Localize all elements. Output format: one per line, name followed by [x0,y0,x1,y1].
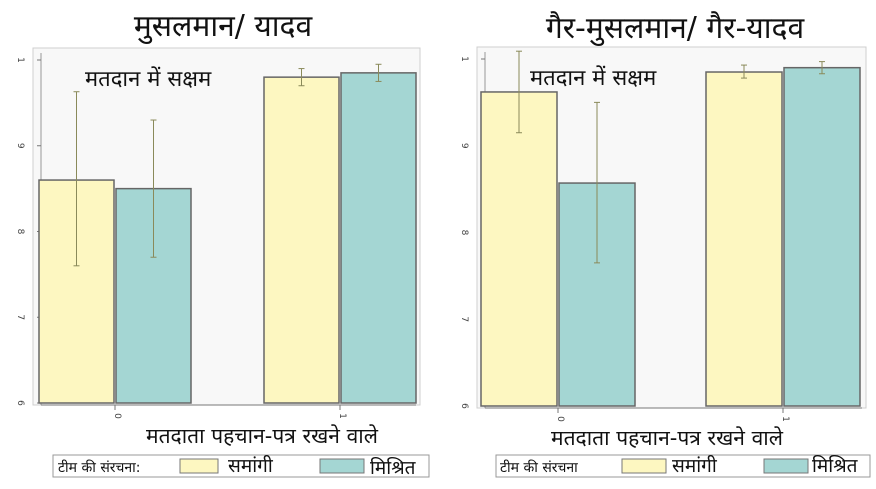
x-tick-label: 0 [112,413,122,419]
y-tick-label: 7 [15,314,25,320]
y-tick-label: 6 [15,400,25,406]
bar-mixed [340,72,417,404]
chart-annotation: मतदान में सक्षम [85,66,212,92]
y-tick-label: 9 [15,143,25,149]
legend-swatch-homogeneous [621,458,667,474]
bar-mixed [783,66,861,407]
chart-title: गैर-मुसलमान/ गैर-यादव [546,11,806,47]
y-tick-label: 1 [15,57,25,63]
y-tick-label: 8 [459,230,469,236]
legend-swatch-mixed [319,458,365,474]
y-tick-label: 9 [459,143,469,149]
legend-right: टीम की संरचना समांगी मिश्रित [495,454,871,478]
x-axis-label: मतदाता पहचान-पत्र रखने वाले [551,426,784,450]
y-tick-label: 1 [459,56,469,62]
chart-annotation: मतदान में सक्षम [530,65,657,91]
legend-swatch-homogeneous [179,458,219,474]
y-tick-label: 7 [459,316,469,322]
chart-title: मुसलमान/ यादव [134,9,314,45]
bar-homogeneous [480,91,558,407]
x-tick-label: 1 [780,416,790,422]
bar-homogeneous [705,71,783,407]
y-tick-label: 6 [459,403,469,409]
y-tick-label: 8 [15,229,25,235]
legend-title: टीम की संरचना [500,459,578,476]
legend-left: टीम की संरचना: समांगी मिश्रित [52,454,430,479]
x-tick-label: 1 [337,413,347,419]
x-tick-label: 0 [555,416,565,422]
legend-label-homogeneous: समांगी [228,454,274,477]
legend-title: टीम की संरचना: [58,459,141,476]
legend-label-homogeneous: समांगी [672,454,718,477]
legend-swatch-mixed [763,458,809,474]
legend-label-mixed: मिश्रित [370,456,417,479]
legend-label-mixed: मिश्रित [812,454,859,477]
x-axis-label: मतदाता पहचान-पत्र रखने वाले [146,424,379,448]
bar-homogeneous [263,76,340,404]
